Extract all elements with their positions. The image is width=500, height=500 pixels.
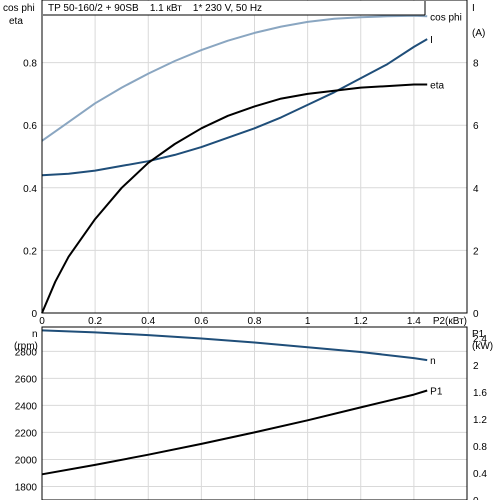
right-axis-label-I: I (472, 3, 475, 14)
series-eta-label: eta (430, 81, 444, 92)
series-n-line (41, 329, 428, 362)
x-tick-label: 0.8 (248, 316, 262, 327)
x-tick-label: 0.6 (194, 316, 208, 327)
right-axis-label-A: (A) (472, 28, 485, 39)
top-left-tick-label: 0.4 (23, 184, 37, 195)
series-eta-line (41, 83, 428, 314)
bottom-left-tick-label: 2800 (15, 347, 38, 358)
right-axis-label-kW: (kW) (472, 341, 493, 352)
bottom-series-labels: n P1 (430, 356, 443, 397)
series-i-line (41, 38, 428, 177)
series-p1-label: P1 (430, 387, 443, 398)
x-tick-label: 1 (305, 316, 311, 327)
top-right-tick-label: 8 (473, 59, 479, 70)
top-right-tick-label: 4 (473, 184, 479, 195)
series-n-label: n (430, 356, 436, 367)
title-background (43, 1, 425, 15)
bottom-left-tick-label: 2600 (15, 374, 38, 385)
bottom-right-tick-label: 0.8 (473, 442, 487, 453)
bottom-right-tick-label: 0.4 (473, 469, 487, 480)
left-axis-label-rpm: (rpm) (14, 341, 38, 352)
top-series (41, 14, 428, 314)
x-axis-label: P2(кВт) (433, 316, 467, 327)
bottom-plot-frame (41, 326, 468, 500)
bottom-left-tick-label: 2400 (15, 401, 38, 412)
top-grid (42, 0, 467, 313)
bottom-right-tick-label: 2.4 (473, 334, 487, 345)
left-axis-label-cosphi: cos phi (3, 3, 35, 14)
series-cos-phi-line (41, 14, 428, 142)
bottom-left-tick-label: 2200 (15, 428, 38, 439)
x-tick-label: 0.2 (88, 316, 102, 327)
top-right-tick-label: 2 (473, 246, 479, 257)
top-left-tick-label: 0.8 (23, 59, 37, 70)
x-tick-label: 0.4 (141, 316, 155, 327)
bottom-tick-labels: 1800 2000 2200 2400 2600 2800 0 0.4 0.8 1.2 1.6 2 2.… (15, 334, 488, 500)
top-plot-frame (41, 0, 468, 314)
x-tick-label: 0 (39, 316, 45, 327)
bottom-right-tick-label: 1.2 (473, 415, 487, 426)
series-i-label: I (430, 35, 433, 46)
bottom-right-tick-label: 0 (473, 496, 479, 500)
bottom-right-tick-label: 1.6 (473, 388, 487, 399)
bottom-left-tick-label: 2000 (15, 455, 38, 466)
right-axis-label-P1: P1 (472, 329, 485, 340)
bottom-left-tick-label: 1800 (15, 482, 38, 493)
top-right-tick-label: 6 (473, 121, 479, 132)
top-right-tick-label: 0 (473, 309, 479, 320)
left-axis-label-n: n (32, 329, 38, 340)
series-p1-line (41, 389, 428, 476)
top-left-tick-label: 0.2 (23, 246, 37, 257)
bottom-series (41, 329, 428, 476)
top-left-tick-label: 0.6 (23, 121, 37, 132)
top-tick-labels: 0 0.2 0.4 0.6 0.8 1 1.2 1.4 0 0.2 0.4 0.6 0.8 0 2 4 6 8 (23, 59, 479, 327)
bottom-right-tick-label: 2 (473, 361, 479, 372)
chart-title: TP 50-160/2 + 90SB 1.1 кВт 1* 230 V, 50 … (48, 3, 262, 14)
x-tick-label: 1.4 (407, 316, 421, 327)
left-axis-label-eta: eta (9, 16, 23, 27)
bottom-grid (42, 327, 467, 500)
series-cos-phi-label: cos phi (430, 12, 462, 23)
top-left-tick-label: 0 (31, 309, 37, 320)
x-tick-label: 1.2 (354, 316, 368, 327)
